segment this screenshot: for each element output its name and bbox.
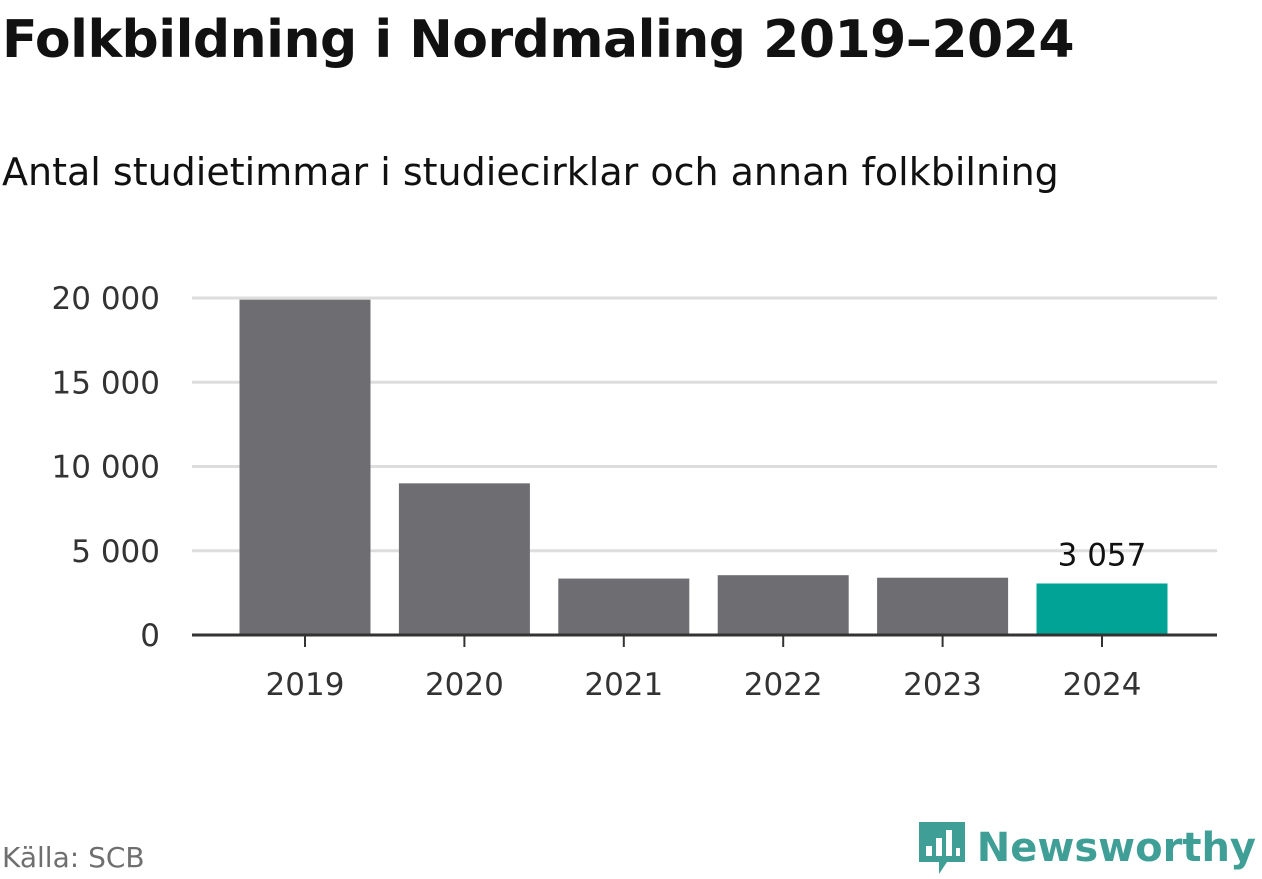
- brand-logo: Newsworthy: [917, 818, 1256, 878]
- y-tick-label: 5 000: [71, 534, 160, 570]
- bar: [877, 577, 1009, 635]
- data-label: 3 057: [1058, 537, 1147, 573]
- bar: [558, 578, 690, 635]
- y-tick-label: 0: [140, 618, 160, 654]
- chart-subtitle: Antal studietimmar i studiecirklar och a…: [2, 150, 1059, 194]
- source-note: Källa: SCB: [2, 841, 145, 874]
- chart-title: Folkbildning i Nordmaling 2019–2024: [2, 10, 1075, 70]
- x-tick-label: 2021: [584, 667, 663, 703]
- x-tick-label: 2019: [266, 667, 345, 703]
- x-tick-label: 2024: [1063, 667, 1142, 703]
- bar-chart-speech-bubble-icon: [918, 822, 965, 874]
- brand-name: Newsworthy: [976, 825, 1256, 871]
- y-tick-label: 10 000: [52, 450, 160, 486]
- y-tick-label: 20 000: [52, 281, 160, 317]
- bar: [717, 575, 849, 635]
- bar: [239, 299, 371, 635]
- bar: [398, 483, 530, 635]
- x-tick-label: 2023: [903, 667, 982, 703]
- x-tick-label: 2022: [744, 667, 823, 703]
- x-tick-label: 2020: [425, 667, 504, 703]
- y-tick-label: 15 000: [52, 365, 160, 401]
- bar: [1036, 583, 1168, 635]
